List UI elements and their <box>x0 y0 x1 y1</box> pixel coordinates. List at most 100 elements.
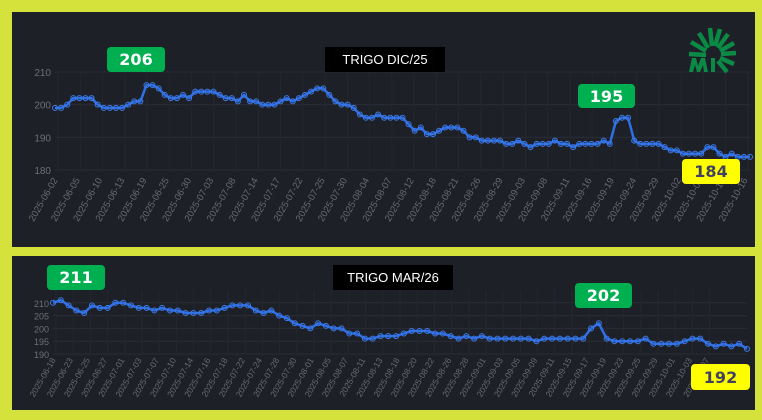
chart-title-mar26: TRIGO MAR/26 <box>333 265 453 290</box>
data-point <box>73 307 80 314</box>
y-tick-label: 190 <box>34 133 51 144</box>
data-point <box>471 335 478 342</box>
data-point <box>510 335 517 342</box>
data-point <box>649 140 656 147</box>
max-value-badge-mar26: 211 <box>47 265 105 290</box>
data-point <box>65 302 72 309</box>
data-point <box>375 111 382 118</box>
data-point <box>439 330 446 337</box>
data-point <box>119 104 126 111</box>
data-point <box>661 144 668 151</box>
data-point <box>393 333 400 340</box>
data-point <box>155 85 162 92</box>
data-point <box>346 330 353 337</box>
data-point <box>642 335 649 342</box>
data-point <box>82 95 89 102</box>
data-point <box>143 82 150 89</box>
data-point <box>167 95 174 102</box>
data-point <box>631 137 638 144</box>
data-point <box>326 91 333 98</box>
data-point <box>704 144 711 151</box>
data-point <box>625 114 632 121</box>
data-point <box>533 140 540 147</box>
data-point <box>57 297 64 304</box>
data-point <box>408 327 415 334</box>
data-point <box>307 325 314 332</box>
y-tick-label: 180 <box>34 166 51 177</box>
data-point <box>301 91 308 98</box>
data-point <box>712 343 719 350</box>
data-point <box>259 101 266 108</box>
data-point <box>497 137 504 144</box>
peak-value-badge-mar26: 202 <box>575 283 632 308</box>
data-point <box>411 127 418 134</box>
data-point <box>81 310 88 317</box>
data-point <box>96 304 103 311</box>
data-point <box>619 338 626 345</box>
data-point <box>736 340 743 347</box>
data-point <box>634 338 641 345</box>
data-point <box>88 95 95 102</box>
data-point <box>127 302 134 309</box>
data-point <box>618 114 625 121</box>
data-point <box>149 82 156 89</box>
last-value-badge-dic25: 184 <box>682 159 740 184</box>
data-point <box>588 325 595 332</box>
data-point <box>541 335 548 342</box>
data-point <box>385 333 392 340</box>
data-point <box>369 335 376 342</box>
data-point <box>588 140 595 147</box>
data-point <box>650 340 657 347</box>
data-point <box>595 320 602 327</box>
data-point <box>151 307 158 314</box>
data-point <box>244 302 251 309</box>
data-point <box>283 315 290 322</box>
data-point <box>276 312 283 319</box>
y-tick-label: 205 <box>34 312 49 322</box>
data-point <box>64 101 71 108</box>
data-point <box>484 137 491 144</box>
data-point <box>720 340 727 347</box>
data-point <box>454 124 461 131</box>
data-point <box>112 104 119 111</box>
data-point <box>521 140 528 147</box>
data-point <box>558 140 565 147</box>
y-tick-label: 210 <box>34 299 49 309</box>
data-point <box>221 304 228 311</box>
data-point <box>744 345 750 352</box>
data-point <box>570 144 577 151</box>
data-point <box>381 114 388 121</box>
data-point <box>315 320 322 327</box>
data-point <box>582 140 589 147</box>
data-point <box>253 98 260 105</box>
data-point <box>377 333 384 340</box>
data-point <box>100 104 107 111</box>
data-point <box>747 153 753 160</box>
data-point <box>356 111 363 118</box>
data-point <box>198 310 205 317</box>
data-point <box>429 131 436 138</box>
series-line-mar26 <box>52 298 748 350</box>
data-point <box>237 302 244 309</box>
data-point <box>580 335 587 342</box>
data-point <box>478 333 485 340</box>
data-point <box>667 147 674 154</box>
data-point <box>564 140 571 147</box>
data-point <box>387 114 394 121</box>
data-point <box>460 127 467 134</box>
y-tick-label: 210 <box>34 68 51 79</box>
data-point <box>247 98 254 105</box>
data-point <box>515 137 522 144</box>
data-point <box>205 307 212 314</box>
data-point <box>174 307 181 314</box>
data-point <box>112 299 119 306</box>
data-point <box>416 327 423 334</box>
data-point <box>740 153 747 160</box>
max-value-badge-dic25: 206 <box>107 47 165 72</box>
data-point <box>192 88 199 95</box>
data-point <box>252 307 259 314</box>
data-point <box>260 310 267 317</box>
data-point <box>58 104 65 111</box>
data-point <box>131 98 138 105</box>
data-point <box>210 88 217 95</box>
